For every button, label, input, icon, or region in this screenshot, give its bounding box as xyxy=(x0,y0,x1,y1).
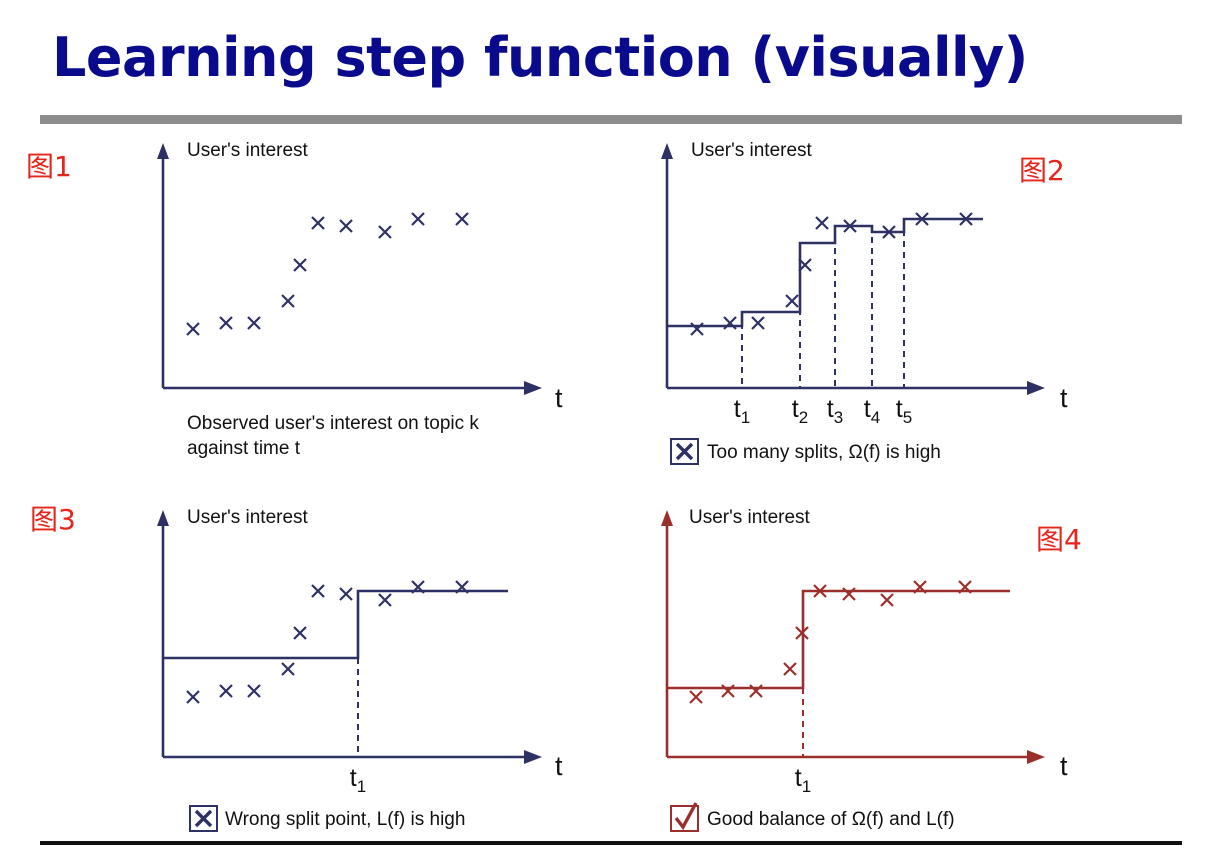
y-axis-arrow xyxy=(661,510,673,526)
tick-label-t5: t5 xyxy=(896,395,912,427)
data-point xyxy=(751,316,765,330)
y-axis-arrow xyxy=(157,510,169,526)
data-point xyxy=(880,593,894,607)
tick-label-t1: t1 xyxy=(795,764,811,796)
cross-mark-icon xyxy=(675,442,694,461)
data-point xyxy=(785,294,799,308)
caption-box xyxy=(670,438,699,465)
data-point xyxy=(311,216,325,230)
panel-caption: Observed user's interest on topic k xyxy=(187,413,479,434)
panel-caption: Good balance of Ω(f) and L(f) xyxy=(707,809,955,830)
data-point xyxy=(293,626,307,640)
y-axis-label: User's interest xyxy=(187,507,309,528)
step-function-line xyxy=(667,589,1010,690)
data-point xyxy=(219,684,233,698)
tick-label-t1: t1 xyxy=(734,395,750,427)
panel-1: User's interest t Observed user's interest… xyxy=(157,140,563,459)
x-axis-label: t xyxy=(555,383,563,413)
tick-label-t4: t4 xyxy=(864,395,880,427)
y-axis-label: User's interest xyxy=(187,140,309,161)
data-point xyxy=(186,322,200,336)
title-rule xyxy=(40,115,1182,124)
tick-label-t2: t2 xyxy=(792,395,808,427)
y-axis-label: User's interest xyxy=(689,507,811,528)
data-point xyxy=(293,258,307,272)
caption-box xyxy=(670,805,699,832)
panel-2-label: 图2 xyxy=(1019,154,1065,187)
data-point xyxy=(815,216,829,230)
x-axis-label: t xyxy=(1060,383,1068,413)
step-function-line xyxy=(667,217,983,328)
y-axis-arrow xyxy=(157,143,169,159)
y-axis-arrow xyxy=(661,143,673,159)
cross-mark-icon xyxy=(194,809,213,828)
check-mark-icon xyxy=(674,802,698,831)
data-point xyxy=(783,662,797,676)
data-point xyxy=(311,584,325,598)
panel-1-label: 图1 xyxy=(26,150,72,183)
panel-4: User's interest t t1 Good balance of Ω(f) a… xyxy=(661,507,1068,832)
caption-box xyxy=(189,805,218,832)
data-point xyxy=(378,225,392,239)
step-function-line xyxy=(163,589,508,660)
data-point xyxy=(689,690,703,704)
panel-3-label: 图3 xyxy=(30,503,76,536)
panel-2: User's interest t t1 t2 t3 t4 t5 Too many split… xyxy=(661,140,1068,465)
data-point xyxy=(247,684,261,698)
panel-3: User's interest t t1 Wrong split point, L(f… xyxy=(157,507,563,832)
x-axis-arrow xyxy=(524,750,542,764)
data-point xyxy=(339,219,353,233)
panel-4-label: 图4 xyxy=(1036,523,1082,556)
bottom-rule xyxy=(40,841,1182,845)
data-point xyxy=(219,316,233,330)
x-axis-label: t xyxy=(1060,751,1068,781)
panel-caption: Too many splits, Ω(f) is high xyxy=(707,442,941,463)
panel-caption: against time t xyxy=(187,438,301,459)
data-point xyxy=(186,690,200,704)
data-point xyxy=(281,294,295,308)
data-point xyxy=(411,212,425,226)
data-point xyxy=(339,587,353,601)
tick-label-t3: t3 xyxy=(827,395,843,427)
data-point xyxy=(378,593,392,607)
x-axis-arrow xyxy=(1027,750,1045,764)
x-axis-label: t xyxy=(555,751,563,781)
slide-title: Learning step function (visually) xyxy=(52,26,1028,89)
panel-caption: Wrong split point, L(f) is high xyxy=(225,809,465,830)
data-point xyxy=(247,316,261,330)
data-point xyxy=(281,662,295,676)
data-point xyxy=(455,212,469,226)
x-axis-arrow xyxy=(524,381,542,395)
x-axis-arrow xyxy=(1027,381,1045,395)
y-axis-label: User's interest xyxy=(691,140,813,161)
tick-label-t1: t1 xyxy=(350,764,366,796)
